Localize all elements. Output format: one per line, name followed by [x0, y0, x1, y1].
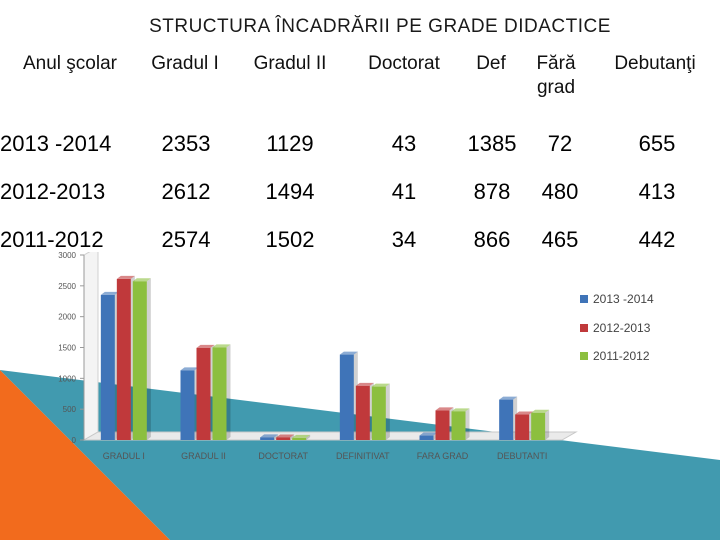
bar-top: [292, 434, 311, 438]
bar-top: [100, 291, 119, 295]
table-cell: 866: [473, 227, 511, 252]
legend-swatch: [580, 295, 588, 303]
bar-chart: 0 500 1000 1500 2000 2500 3000 GRADUL I GRADUL I…: [58, 252, 578, 461]
bar-top: [260, 434, 279, 438]
table-cell: 34: [391, 227, 417, 252]
legend-label: 2012-2013: [593, 321, 651, 335]
bar: [196, 347, 211, 440]
bar-top: [132, 278, 151, 282]
header-gradul-ii: Gradul II: [253, 53, 327, 74]
y-tick-label: 2500: [58, 282, 76, 291]
bar: [355, 385, 370, 440]
header-def: Def: [476, 53, 506, 74]
bar: [180, 370, 195, 440]
bar: [276, 437, 291, 440]
bar: [451, 411, 466, 440]
header-doctorat: Doctorat: [368, 53, 440, 74]
legend-swatch: [580, 324, 588, 332]
bar-top: [116, 275, 135, 279]
bar: [499, 399, 514, 440]
header-gradul-i: Gradul I: [151, 53, 219, 74]
header-fara-grad: Fără grad: [536, 53, 576, 98]
x-tick-label: GRADUL II: [181, 451, 226, 461]
legend-swatch: [580, 352, 588, 360]
y-tick-label: 1000: [58, 374, 76, 383]
table-cell: 1129: [266, 131, 314, 156]
table-cell: 2612: [161, 179, 211, 204]
x-tick-label: DOCTORAT: [258, 451, 308, 461]
teal-band: [0, 370, 720, 540]
table-cell: 442: [638, 227, 676, 252]
row-year: 2012-2013: [0, 179, 106, 204]
bar-side: [385, 383, 390, 440]
bar-top: [371, 383, 390, 387]
bar-side: [226, 344, 231, 440]
bar-top: [339, 351, 358, 355]
legend-label: 2013 -2014: [593, 292, 654, 306]
bar-side: [306, 434, 311, 440]
y-tick-label: 0: [72, 436, 77, 445]
bar: [212, 347, 227, 440]
bar-top: [355, 382, 374, 386]
table-cell: 2574: [161, 227, 211, 252]
bar: [132, 281, 147, 440]
table-cell: 43: [391, 131, 417, 156]
slide-title: STRUCTURA ÎNCADRĂRII PE GRADE DIDACTICE: [149, 16, 611, 37]
table-cell: 41: [391, 179, 417, 204]
y-tick-label: 500: [63, 405, 77, 414]
bar: [435, 410, 450, 440]
bar-side: [545, 409, 550, 440]
bar-top: [499, 396, 518, 400]
bar-top: [180, 367, 199, 371]
bar-side: [290, 434, 295, 440]
x-tick-label: DEFINITIVAT: [336, 451, 390, 461]
bar: [419, 435, 434, 440]
bar-side: [146, 278, 151, 440]
row-year: 2013 -2014: [0, 131, 112, 156]
x-tick-label: GRADUL I: [103, 451, 145, 461]
table-cell: 465: [541, 227, 579, 252]
bar-side: [465, 408, 470, 440]
header-debutanti: Debutanţi: [614, 53, 696, 74]
table-cell: 413: [638, 179, 676, 204]
bar-top: [276, 434, 295, 438]
bar: [531, 412, 546, 440]
bar: [116, 278, 131, 440]
bar-top: [451, 408, 470, 412]
bar: [339, 354, 354, 440]
legend-label: 2011-2012: [593, 349, 650, 363]
bar: [371, 386, 386, 440]
decorative-bottom-shapes: [0, 370, 720, 540]
table-cell: 72: [547, 131, 573, 156]
table-cell: 655: [638, 131, 676, 156]
bar: [292, 437, 307, 440]
bar-top: [196, 344, 215, 348]
table-cell: 878: [473, 179, 511, 204]
chart-side-wall: [83, 252, 99, 441]
bar-top: [435, 407, 454, 411]
bar: [260, 437, 275, 440]
table-cell: 1494: [265, 179, 315, 204]
header-year: Anul şcolar: [23, 53, 117, 74]
bar: [515, 414, 530, 440]
row-year: 2011-2012: [0, 227, 104, 252]
y-tick-label: 3000: [58, 252, 76, 260]
table-cell: 2353: [161, 131, 211, 156]
table-cell: 1385: [467, 131, 517, 156]
bar-side: [274, 434, 279, 440]
x-tick-label: FARA GRAD: [417, 451, 469, 461]
bar-top: [212, 344, 231, 348]
bar-top: [515, 411, 534, 415]
table-cell: 480: [541, 179, 579, 204]
table-cell: 1502: [265, 227, 315, 252]
bar-top: [531, 409, 550, 413]
y-tick-label: 2000: [58, 313, 76, 322]
x-tick-label: DEBUTANTI: [497, 451, 547, 461]
bar-top: [419, 432, 438, 436]
y-tick-label: 1500: [58, 344, 76, 353]
bar: [100, 294, 115, 440]
